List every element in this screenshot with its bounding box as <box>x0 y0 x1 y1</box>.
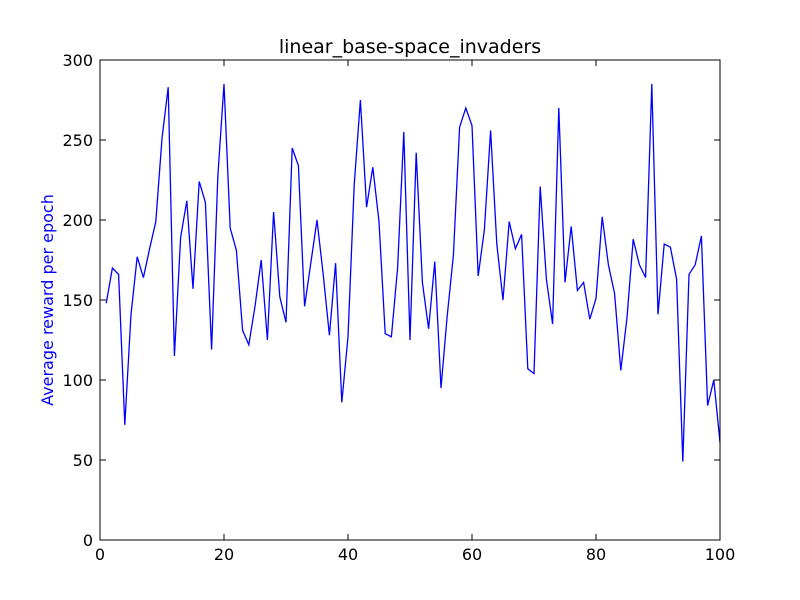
x-tick-label: 100 <box>705 545 736 564</box>
series-line <box>105 83 721 462</box>
y-tick-label: 200 <box>62 211 93 230</box>
y-tick-label: 150 <box>62 291 93 310</box>
y-tick-label: 100 <box>62 371 93 390</box>
x-tick-label: 20 <box>214 545 234 564</box>
y-axis: 0 50 100 150 200 250 300 <box>62 51 720 550</box>
y-tick-label: 250 <box>62 131 93 150</box>
y-axis-label: Average reward per epoch <box>38 194 57 406</box>
x-tick-label: 0 <box>95 545 105 564</box>
y-tick-label: 50 <box>73 451 93 470</box>
x-axis: 0 20 40 60 80 100 <box>95 60 735 564</box>
x-tick-label: 60 <box>462 545 482 564</box>
x-tick-label: 40 <box>338 545 358 564</box>
chart-title: linear_base-space_invaders <box>279 36 541 58</box>
y-tick-label: 300 <box>62 51 93 70</box>
y-tick-label: 0 <box>83 531 93 550</box>
x-tick-label: 80 <box>586 545 606 564</box>
